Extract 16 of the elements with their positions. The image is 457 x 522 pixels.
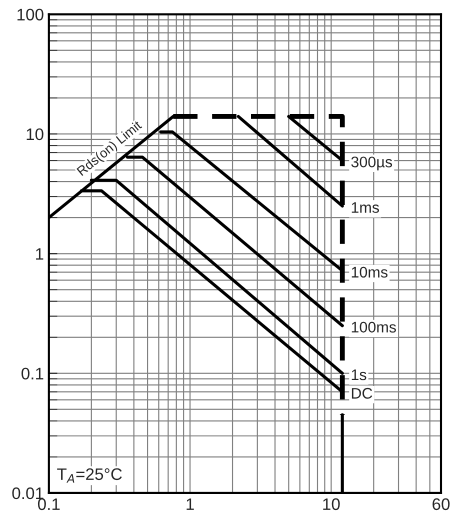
series-label: 100ms <box>352 322 396 333</box>
y-tick-label: 0.01 <box>12 487 44 500</box>
annotation: T$_{A}$=25°C <box>57 468 122 483</box>
x-tick-label: 0.1 <box>38 498 60 510</box>
y-tick-label: 1 <box>36 248 44 260</box>
series-label: 1ms <box>352 202 379 213</box>
series-label: DC <box>352 388 372 399</box>
x-tick-label: 10 <box>323 498 340 510</box>
series-label: 300µs <box>351 156 392 170</box>
y-tick-label: 100 <box>18 8 44 21</box>
y-tick-label: 10 <box>26 128 44 140</box>
x-tick-label: 60 <box>432 498 450 510</box>
x-tick-label: 1 <box>186 498 194 510</box>
series-label: 10ms <box>352 266 388 278</box>
series-label: 1s <box>352 370 366 380</box>
y-tick-label: 0.1 <box>22 368 44 380</box>
